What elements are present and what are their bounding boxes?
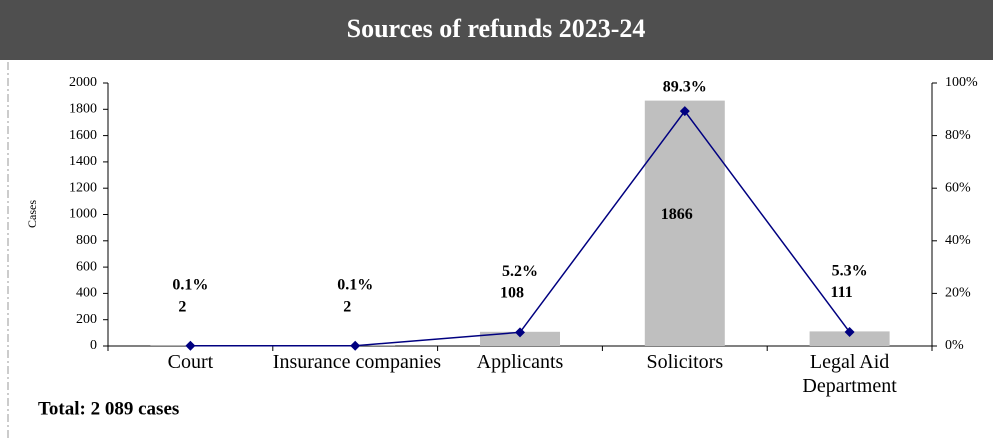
y-tick-label: 1200 xyxy=(69,180,97,195)
x-tick-label: Solicitors xyxy=(646,351,724,373)
y-tick-label: 400 xyxy=(76,286,97,301)
x-tick-label: Legal Aid Department xyxy=(802,351,897,397)
y2-tick-label: 60% xyxy=(945,180,971,195)
x-tick-label: Court xyxy=(167,351,214,373)
line-marker xyxy=(679,106,690,117)
y-tick-label: 0 xyxy=(90,338,97,353)
chart-title: Sources of refunds 2023-24 xyxy=(347,14,646,43)
line-marker xyxy=(515,327,525,338)
line-value-label: 0.1% xyxy=(172,276,208,293)
line-marker xyxy=(844,327,855,338)
line-value-label: 5.3% xyxy=(832,263,868,280)
bar-value-label: 1866 xyxy=(661,206,693,223)
y2-tick-label: 100% xyxy=(945,75,978,90)
y2-tick-label: 0% xyxy=(945,338,964,353)
y2-tick-label: 80% xyxy=(945,128,971,143)
line-marker xyxy=(350,340,361,351)
bar xyxy=(480,331,560,346)
y-tick-label: 1000 xyxy=(69,207,97,222)
y-tick-label: 1800 xyxy=(69,102,97,117)
y-tick-label: 1600 xyxy=(69,128,97,143)
bar-value-label: 111 xyxy=(830,284,852,301)
y-axis-title: Cases xyxy=(25,200,39,228)
y-tick-label: 2000 xyxy=(69,75,97,90)
y2-tick-label: 20% xyxy=(945,286,971,301)
bar-value-label: 2 xyxy=(343,298,351,315)
bar-value-label: 2 xyxy=(178,298,186,315)
y-tick-label: 600 xyxy=(76,259,97,274)
bar xyxy=(809,331,890,346)
y-tick-label: 1400 xyxy=(69,154,97,169)
line-value-label: 5.2% xyxy=(502,263,538,280)
y2-tick-label: 40% xyxy=(945,233,971,248)
x-tick-label: Applicants xyxy=(476,351,564,373)
total-note: Total: 2 089 cases xyxy=(38,398,179,419)
line-value-label: 89.3% xyxy=(663,79,707,96)
line-value-label: 0.1% xyxy=(337,276,373,293)
y-tick-label: 200 xyxy=(76,312,97,327)
line-marker xyxy=(185,340,196,351)
line xyxy=(190,109,851,347)
bar-value-label: 108 xyxy=(500,284,524,301)
y-tick-label: 800 xyxy=(76,233,97,248)
title-bar xyxy=(0,0,993,60)
bar xyxy=(644,100,725,346)
x-tick-label: Insurance companies xyxy=(272,351,442,373)
